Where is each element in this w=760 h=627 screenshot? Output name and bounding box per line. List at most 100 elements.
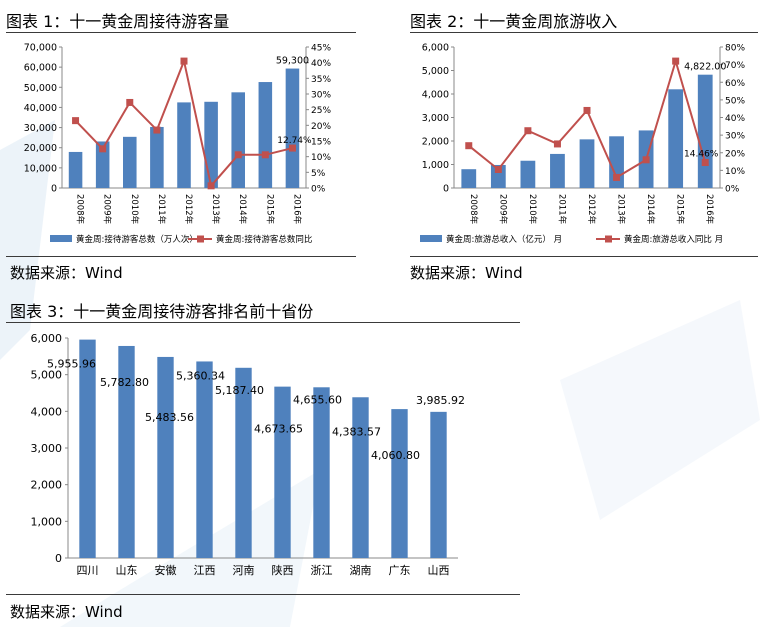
bar <box>150 126 164 188</box>
bar <box>235 367 252 558</box>
x-tick-label: 2010年 <box>129 194 140 225</box>
y-tick-label: 4,000 <box>422 90 449 101</box>
bar <box>118 345 135 558</box>
x-tick-label: 2011年 <box>556 194 567 225</box>
y-tick-label: 0 <box>51 184 57 195</box>
line-point <box>613 173 621 181</box>
bar <box>196 361 213 558</box>
x-tick-label: 2008年 <box>75 194 86 225</box>
fig2-source: 数据来源：Wind <box>410 264 523 282</box>
line-point <box>288 144 296 152</box>
y2-tick-label: 20% <box>311 122 331 132</box>
x-tick-label: 2008年 <box>468 194 479 225</box>
y2-tick-label: 60% <box>725 79 745 89</box>
y-tick-label: 5,000 <box>31 369 63 382</box>
x-tick-label: 2016年 <box>704 194 715 225</box>
data-label: 4,383.57 <box>332 425 381 438</box>
y-tick-label: 0 <box>55 552 62 565</box>
y2-tick-label: 40% <box>725 114 745 124</box>
x-tick-label: 2010年 <box>527 194 538 225</box>
y2-tick-label: 30% <box>311 91 331 101</box>
bar <box>490 164 506 188</box>
y2-tick-label: 40% <box>311 59 331 69</box>
fig1-source: 数据来源：Wind <box>10 264 123 282</box>
line-point <box>207 182 215 190</box>
y-tick-label: 4,000 <box>31 405 63 418</box>
legend-line-label: 黄金周:旅游总收入同比 月 <box>624 234 723 245</box>
y2-tick-label: 10% <box>311 153 331 163</box>
bar <box>177 102 191 188</box>
x-tick-label: 2012年 <box>183 194 194 225</box>
line-point <box>234 151 242 159</box>
x-tick-label: 安徽 <box>155 563 177 577</box>
chart1: 0 10,000 20,000 30,000 40,000 50,000 60,000 70,… <box>24 43 332 246</box>
y-tick-label: 3,000 <box>31 442 63 455</box>
data-label: 4,655.60 <box>293 393 342 406</box>
line-point <box>261 151 269 159</box>
bar <box>668 89 684 188</box>
x-tick-label: 陕西 <box>272 563 294 577</box>
x-tick-label: 河南 <box>233 564 255 577</box>
bar <box>352 397 369 558</box>
line-point <box>583 106 591 114</box>
data-label: 5,782.80 <box>100 376 149 389</box>
bar <box>95 141 110 188</box>
y-tick-label: 5,000 <box>422 66 449 77</box>
y-tick-label: 6,000 <box>422 43 449 54</box>
legend-line-label: 黄金周:接待游客总数同比 <box>216 234 312 245</box>
bar <box>579 139 595 188</box>
data-label: 3,985.92 <box>416 394 465 407</box>
y2-tick-label: 0% <box>311 185 326 195</box>
line-point <box>642 156 650 164</box>
y-tick-label: 2,000 <box>31 479 63 492</box>
x-tick-label: 2011年 <box>156 194 167 225</box>
x-tick-label: 2016年 <box>291 194 302 225</box>
x-tick-label: 广东 <box>389 564 411 577</box>
y-tick-label: 2,000 <box>422 137 449 148</box>
y2-tick-label: 25% <box>311 106 331 116</box>
line-point <box>672 57 680 65</box>
bar <box>550 153 565 188</box>
bar <box>204 101 218 188</box>
x-tick-label: 2014年 <box>237 194 248 225</box>
y2-tick-label: 0% <box>725 185 740 195</box>
bar <box>697 74 713 188</box>
fig2-title: 图表 2：十一黄金周旅游收入 <box>410 12 618 31</box>
x-tick-label: 四川 <box>77 564 99 577</box>
bar <box>430 411 447 558</box>
y2-tick-label: 70% <box>725 61 745 71</box>
data-label: 5,955.96 <box>47 358 96 371</box>
y-tick-label: 20,000 <box>24 143 57 154</box>
fig3-source: 数据来源：Wind <box>10 603 123 621</box>
y2-tick-label: 80% <box>725 44 745 54</box>
y-tick-label: 70,000 <box>24 43 57 54</box>
x-tick-label: 2009年 <box>102 194 113 225</box>
bar <box>157 356 174 558</box>
line-point <box>153 126 161 134</box>
data-label: 5,360.34 <box>176 369 225 382</box>
x-tick-label: 2015年 <box>264 194 275 225</box>
x-tick-label: 2013年 <box>616 194 627 225</box>
y-tick-label: 50,000 <box>24 83 57 94</box>
y2-tick-label: 35% <box>311 75 331 85</box>
data-label: 4,060.80 <box>371 449 420 462</box>
legend-bar-label: 黄金周:接待游客总数（万人次） <box>76 234 198 245</box>
x-tick-label: 浙江 <box>311 564 333 577</box>
y-tick-label: 30,000 <box>24 123 57 134</box>
y2-tick-label: 50% <box>725 96 745 106</box>
line-point <box>553 140 561 148</box>
line-annotation: 14.46% <box>684 150 719 160</box>
data-label: 5,187.40 <box>215 384 264 397</box>
bar <box>285 68 300 188</box>
legend-bar-label: 黄金周:旅游总收入（亿元） 月 <box>446 234 562 245</box>
fig1-title: 图表 1：十一黄金周接待游客量 <box>6 12 230 31</box>
x-tick-label: 2015年 <box>675 194 686 225</box>
line-annotation: 12.74% <box>277 136 312 146</box>
line-point <box>72 117 80 125</box>
legend-line-marker <box>605 235 612 243</box>
y-tick-label: 0 <box>443 184 449 195</box>
y-tick-label: 40,000 <box>24 103 57 114</box>
bar-annotation: 59,300 <box>276 56 309 67</box>
x-tick-label: 江西 <box>194 564 216 577</box>
y-tick-label: 1,000 <box>422 160 449 171</box>
